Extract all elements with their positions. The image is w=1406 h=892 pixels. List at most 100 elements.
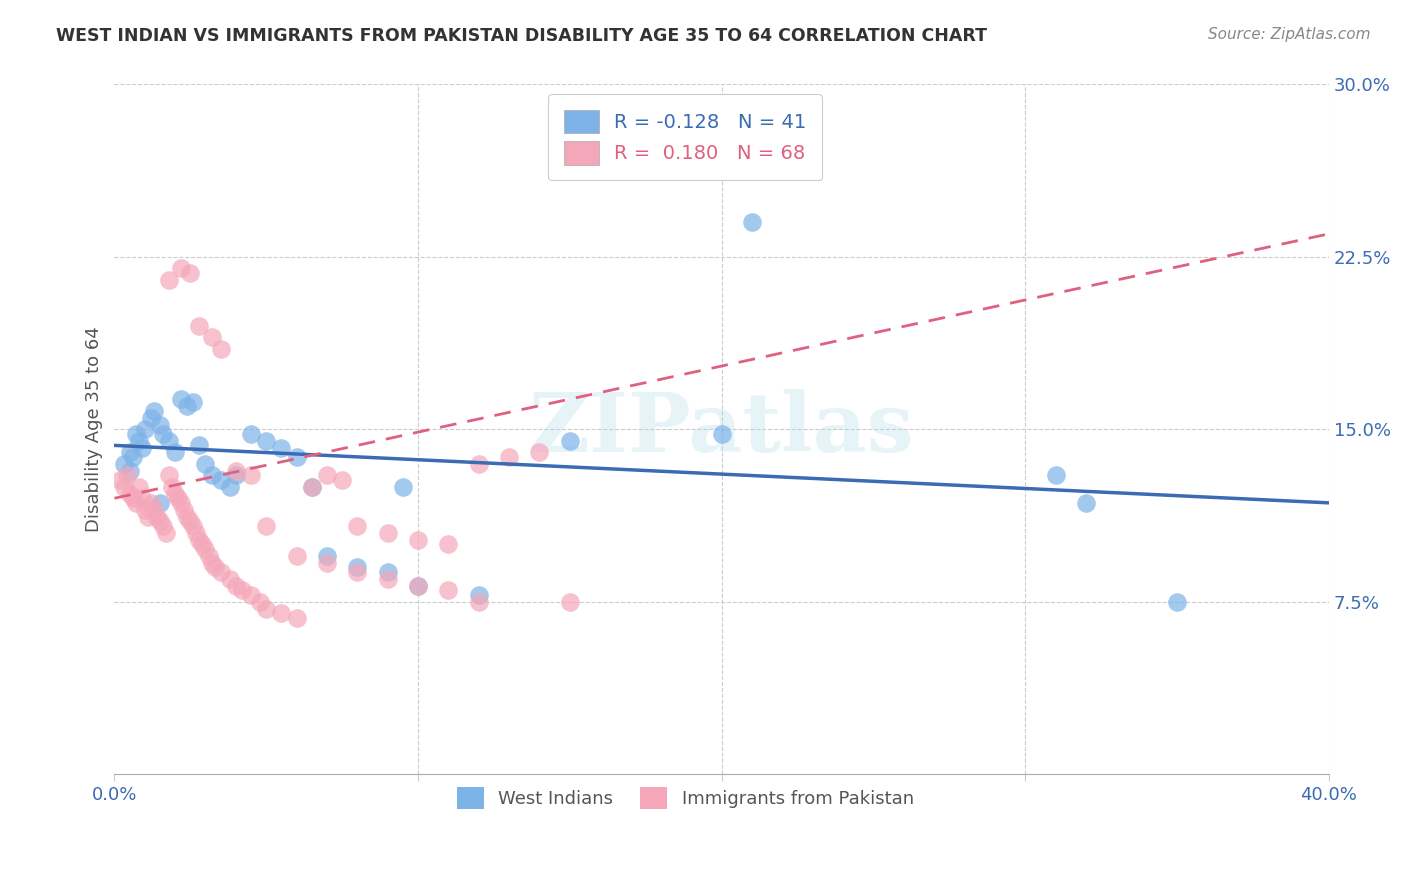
Point [157, 468, 180, 483]
Point [110, 473, 132, 487]
Point [149, 496, 172, 510]
Text: Source: ZipAtlas.com: Source: ZipAtlas.com [1208, 27, 1371, 42]
Point [377, 525, 399, 540]
Point [467, 588, 489, 602]
Point [157, 434, 180, 448]
Point [200, 556, 222, 570]
Point [1166, 595, 1188, 609]
Point [128, 434, 150, 448]
Point [467, 595, 489, 609]
Point [179, 514, 201, 528]
Point [285, 549, 308, 563]
Point [183, 519, 205, 533]
Point [249, 595, 271, 609]
Point [170, 496, 193, 510]
Point [225, 468, 247, 483]
Point [406, 533, 429, 547]
Point [437, 537, 460, 551]
Point [152, 519, 174, 533]
Point [392, 480, 415, 494]
Point [377, 565, 399, 579]
Point [231, 583, 253, 598]
Point [142, 502, 165, 516]
Point [200, 468, 222, 483]
Point [558, 595, 581, 609]
Text: ZIPatlas: ZIPatlas [529, 389, 914, 469]
Point [197, 549, 219, 563]
Legend: West Indians, Immigrants from Pakistan: West Indians, Immigrants from Pakistan [441, 772, 928, 823]
Point [167, 491, 190, 506]
Point [134, 502, 156, 516]
Point [270, 606, 292, 620]
Point [316, 556, 339, 570]
Point [209, 473, 232, 487]
Y-axis label: Disability Age 35 to 64: Disability Age 35 to 64 [86, 326, 103, 533]
Point [112, 480, 135, 494]
Point [346, 519, 368, 533]
Point [254, 601, 277, 615]
Point [176, 399, 198, 413]
Point [437, 583, 460, 598]
Point [124, 496, 146, 510]
Point [118, 486, 141, 500]
Point [121, 450, 143, 464]
Point [346, 565, 368, 579]
Point [188, 318, 211, 333]
Point [301, 480, 323, 494]
Point [170, 261, 193, 276]
Point [131, 491, 153, 506]
Point [139, 410, 162, 425]
Point [152, 426, 174, 441]
Point [128, 480, 150, 494]
Point [165, 486, 187, 500]
Point [406, 579, 429, 593]
Point [146, 509, 169, 524]
Point [240, 468, 263, 483]
Point [118, 445, 141, 459]
Point [149, 417, 172, 432]
Point [498, 450, 520, 464]
Point [377, 572, 399, 586]
Point [204, 560, 226, 574]
Point [254, 519, 277, 533]
Point [139, 496, 162, 510]
Point [157, 273, 180, 287]
Point [121, 491, 143, 506]
Point [225, 579, 247, 593]
Point [467, 457, 489, 471]
Point [170, 392, 193, 407]
Point [176, 509, 198, 524]
Point [285, 611, 308, 625]
Point [188, 533, 211, 547]
Point [741, 215, 763, 229]
Point [200, 330, 222, 344]
Point [183, 394, 205, 409]
Point [194, 457, 217, 471]
Point [316, 549, 339, 563]
Point [160, 480, 183, 494]
Point [270, 441, 292, 455]
Point [136, 509, 159, 524]
Point [115, 468, 138, 483]
Point [134, 422, 156, 436]
Point [194, 541, 217, 556]
Point [316, 468, 339, 483]
Point [155, 525, 177, 540]
Point [209, 565, 232, 579]
Point [225, 464, 247, 478]
Point [209, 342, 232, 356]
Point [149, 514, 172, 528]
Point [529, 445, 551, 459]
Point [118, 464, 141, 478]
Point [165, 445, 187, 459]
Point [406, 579, 429, 593]
Point [124, 426, 146, 441]
Point [191, 537, 214, 551]
Text: WEST INDIAN VS IMMIGRANTS FROM PAKISTAN DISABILITY AGE 35 TO 64 CORRELATION CHAR: WEST INDIAN VS IMMIGRANTS FROM PAKISTAN … [56, 27, 987, 45]
Point [240, 588, 263, 602]
Point [240, 426, 263, 441]
Point [1074, 496, 1097, 510]
Point [218, 572, 240, 586]
Point [301, 480, 323, 494]
Point [173, 502, 195, 516]
